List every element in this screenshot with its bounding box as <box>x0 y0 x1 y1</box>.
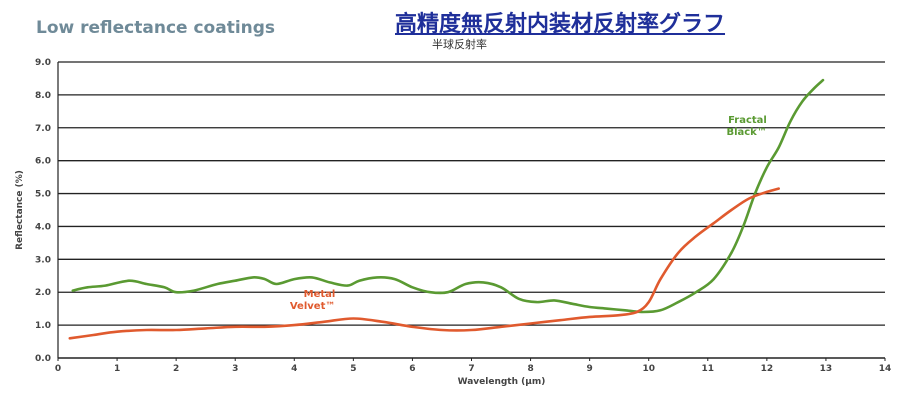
y-axis-title: Reflectance (%) <box>15 170 25 250</box>
x-tick-label: 0 <box>55 364 61 374</box>
grid-lines <box>58 61 885 326</box>
x-tick-label: 3 <box>232 364 238 374</box>
y-tick-label: 9.0 <box>35 58 51 68</box>
x-tick-label: 14 <box>879 364 892 374</box>
y-tick-label: 5.0 <box>35 190 51 200</box>
series-label-metal-velvet: Metal Velvet™ <box>290 289 335 312</box>
x-tick-label: 6 <box>409 364 415 374</box>
series-label-fractal-black: Fractal Black™ <box>726 115 766 138</box>
series-line-metal-velvet <box>68 187 780 340</box>
y-tick-label: 8.0 <box>35 91 51 101</box>
chart-title: Low reflectance coatings <box>36 18 276 38</box>
y-tick-label: 3.0 <box>35 255 51 265</box>
x-tick-label: 9 <box>587 364 593 374</box>
x-tick-label: 1 <box>114 364 120 374</box>
x-tick-label: 8 <box>527 364 533 374</box>
series-label-line: Velvet™ <box>290 301 335 312</box>
x-tick-label: 4 <box>291 364 297 374</box>
x-tick-label: 13 <box>820 364 833 374</box>
japanese-subtitle: 半球反射率 <box>432 38 487 51</box>
x-tick-label: 5 <box>350 364 356 374</box>
x-tick-label: 12 <box>761 364 774 374</box>
x-tick-label: 2 <box>173 364 179 374</box>
series-labels: Fractal Black™ Metal Velvet™ <box>290 115 767 312</box>
y-tick-label: 6.0 <box>35 157 51 167</box>
x-tick-label: 11 <box>702 364 715 374</box>
series-label-line: Fractal <box>728 115 767 126</box>
y-tick-label: 1.0 <box>35 321 51 331</box>
x-tick-label: 7 <box>468 364 474 374</box>
series-label-line: Metal <box>304 289 336 300</box>
series-label-line: Black™ <box>726 127 766 138</box>
axes <box>57 62 885 359</box>
x-axis-ticks: 0 1 2 3 4 5 6 7 8 9 10 11 12 13 14 <box>55 358 891 374</box>
series-lines <box>68 78 825 340</box>
japanese-title: 高精度無反射内装材反射率グラフ <box>395 12 726 37</box>
y-tick-label: 7.0 <box>35 124 51 134</box>
y-tick-label: 4.0 <box>35 222 51 232</box>
y-tick-label: 0.0 <box>35 354 51 364</box>
x-tick-label: 10 <box>642 364 655 374</box>
x-axis-title: Wavelength (µm) <box>458 377 546 387</box>
y-axis-ticks: 0.0 1.0 2.0 3.0 4.0 5.0 6.0 7.0 8.0 9.0 <box>35 58 51 364</box>
series-line-fractal-black <box>71 78 825 314</box>
y-tick-label: 2.0 <box>35 288 51 298</box>
